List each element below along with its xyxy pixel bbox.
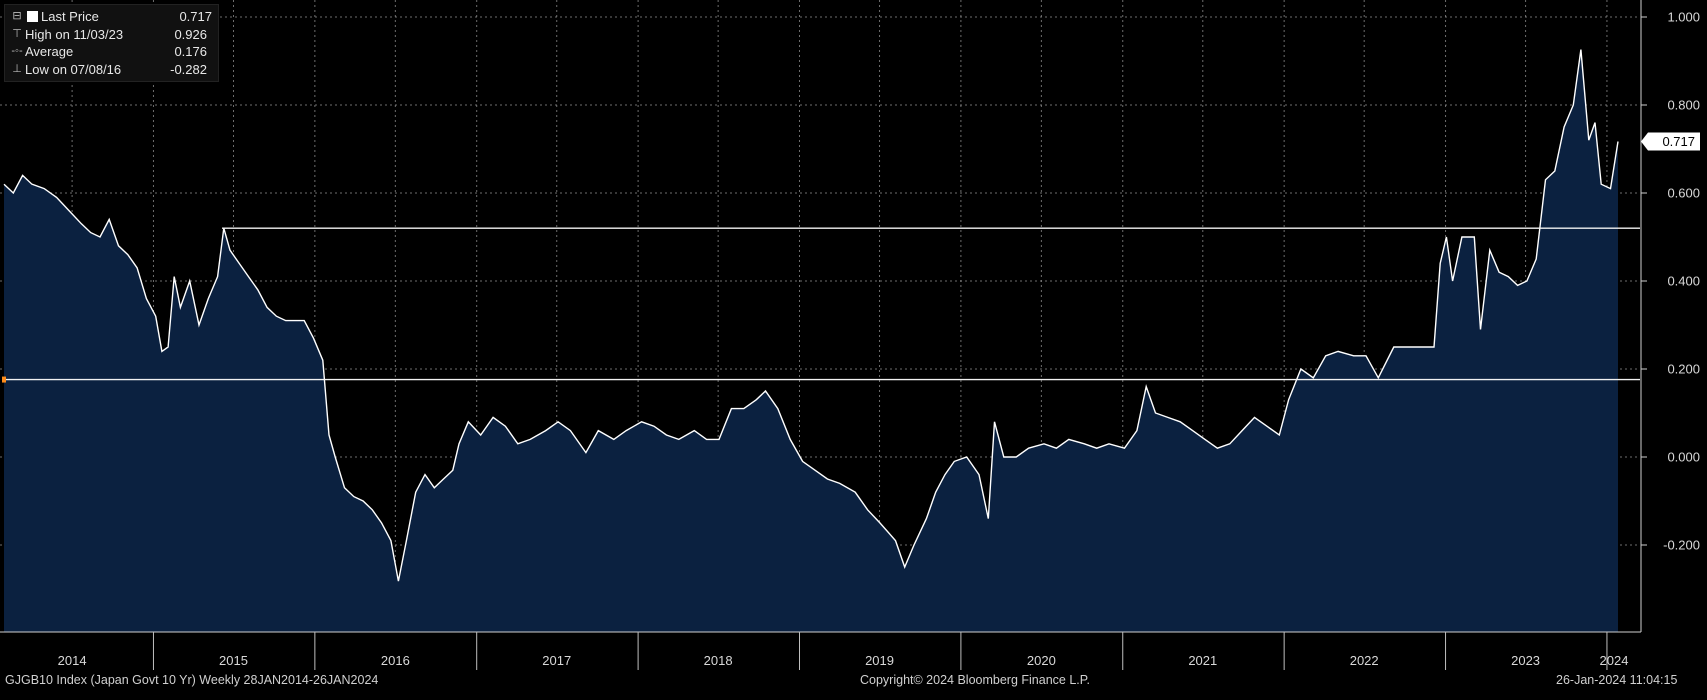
last-price-tag-label: 0.717	[1662, 134, 1695, 149]
legend-average: -◦- Average 0.176	[9, 43, 212, 61]
footer-timestamp: 26-Jan-2024 11:04:15	[1556, 673, 1678, 687]
x-tick-label-2017: 2017	[542, 653, 571, 668]
low-marker-icon: ⊥	[12, 62, 22, 75]
x-tick-label-2018: 2018	[704, 653, 733, 668]
legend-low: ⊥ Low on 07/08/16 -0.282	[9, 61, 212, 79]
y-tick-label: 0.000	[1667, 450, 1700, 465]
high-marker-icon: ⊤	[12, 27, 22, 40]
x-tick-label-2024: 2024	[1600, 653, 1629, 668]
average-marker	[2, 376, 6, 383]
y-tick-label: 0.800	[1667, 98, 1700, 113]
area-fill	[4, 49, 1618, 633]
average-line-icon: -◦-	[11, 45, 23, 57]
x-tick-label-2023: 2023	[1511, 653, 1540, 668]
footer-ticker: GJGB10 Index (Japan Govt 10 Yr) Weekly 2…	[5, 673, 379, 687]
y-tick-label: 1.000	[1667, 10, 1700, 25]
collapse-icon[interactable]: ⊟	[12, 10, 22, 22]
x-tick-label-2019: 2019	[865, 653, 894, 668]
x-tick-label-2016: 2016	[381, 653, 410, 668]
y-tick-label: 0.200	[1667, 362, 1700, 377]
price-line	[3, 49, 1619, 582]
x-tick-label-2021: 2021	[1188, 653, 1217, 668]
last-price-tag	[1641, 132, 1700, 151]
white-swatch-icon	[27, 11, 38, 23]
y-tick-label: 0.600	[1667, 186, 1700, 201]
legend-high: ⊤ High on 11/03/23 0.926	[9, 26, 212, 44]
y-tick-label: 0.400	[1667, 274, 1700, 289]
x-tick-label-2015: 2015	[219, 653, 248, 668]
x-tick-label-2014: 2014	[58, 653, 87, 668]
legend: ⊟ Last Price 0.717 ⊤ High on 11/03/23 0.926 …	[4, 4, 219, 82]
y-tick-label: -0.200	[1663, 538, 1700, 553]
x-tick-label-2020: 2020	[1027, 653, 1056, 668]
x-tick-label-2022: 2022	[1350, 653, 1379, 668]
legend-last-price: ⊟ Last Price 0.717	[9, 8, 212, 26]
footer-copyright: Copyright© 2024 Bloomberg Finance L.P.	[860, 673, 1090, 687]
